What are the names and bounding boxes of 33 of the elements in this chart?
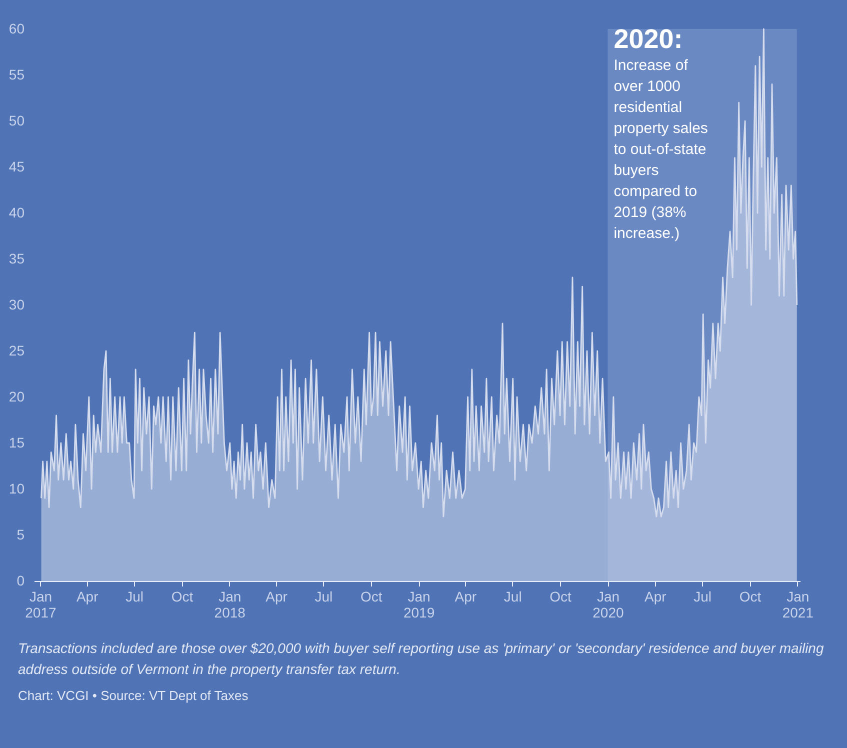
y-tick-label: 10 — [8, 480, 25, 496]
x-tick-label: Jul — [694, 588, 712, 604]
x-tick-label: Jan 2020 — [592, 588, 624, 620]
x-tick-label: Apr — [644, 588, 667, 604]
x-tick-label: Oct — [360, 588, 382, 604]
y-tick-label: 0 — [16, 572, 25, 588]
x-tick-label: Oct — [171, 588, 194, 604]
y-tick-label: 45 — [8, 158, 25, 174]
y-tick-label: 25 — [8, 342, 25, 358]
x-tick-label: Oct — [739, 588, 762, 604]
x-tick-label: Jan 2018 — [214, 588, 246, 620]
x-tick-label: Jan 2019 — [403, 588, 435, 620]
y-tick-label: 15 — [8, 434, 25, 450]
x-tick-label: Jul — [314, 588, 333, 604]
y-tick-label: 40 — [8, 204, 25, 220]
y-tick-label: 20 — [8, 388, 25, 404]
x-tick-label: Oct — [550, 588, 572, 604]
y-tick-label: 30 — [8, 296, 25, 312]
y-tick-label: 50 — [8, 112, 25, 128]
x-tick-label: Jan 2017 — [25, 588, 56, 620]
x-tick-label: Jan 2021 — [782, 588, 814, 620]
y-tick-label: 60 — [8, 20, 25, 36]
x-tick-label: Apr — [266, 588, 288, 604]
x-tick-label: Jul — [126, 588, 144, 604]
y-tick-label: 35 — [8, 250, 25, 266]
x-tick-label: Apr — [76, 588, 99, 604]
text: Transactions included are those over $20,000 with buyer self reporting use as 'primary' or 'secondary' residence and buyer mailing address outside of Vermont in the property transfer tax return. — [18, 639, 825, 679]
y-tick-label: 55 — [8, 66, 25, 82]
x-tick-label: Apr — [454, 588, 477, 604]
text: 2020: Increase of over 1000 residential property sales to out-of-state buyers compared to 2019 (38% increase.) — [614, 24, 708, 242]
text: Chart: VCGI • Source: VT Dept of Taxes — [18, 688, 250, 703]
x-tick-label: Jul — [504, 588, 522, 604]
y-tick-label: 5 — [16, 526, 25, 542]
